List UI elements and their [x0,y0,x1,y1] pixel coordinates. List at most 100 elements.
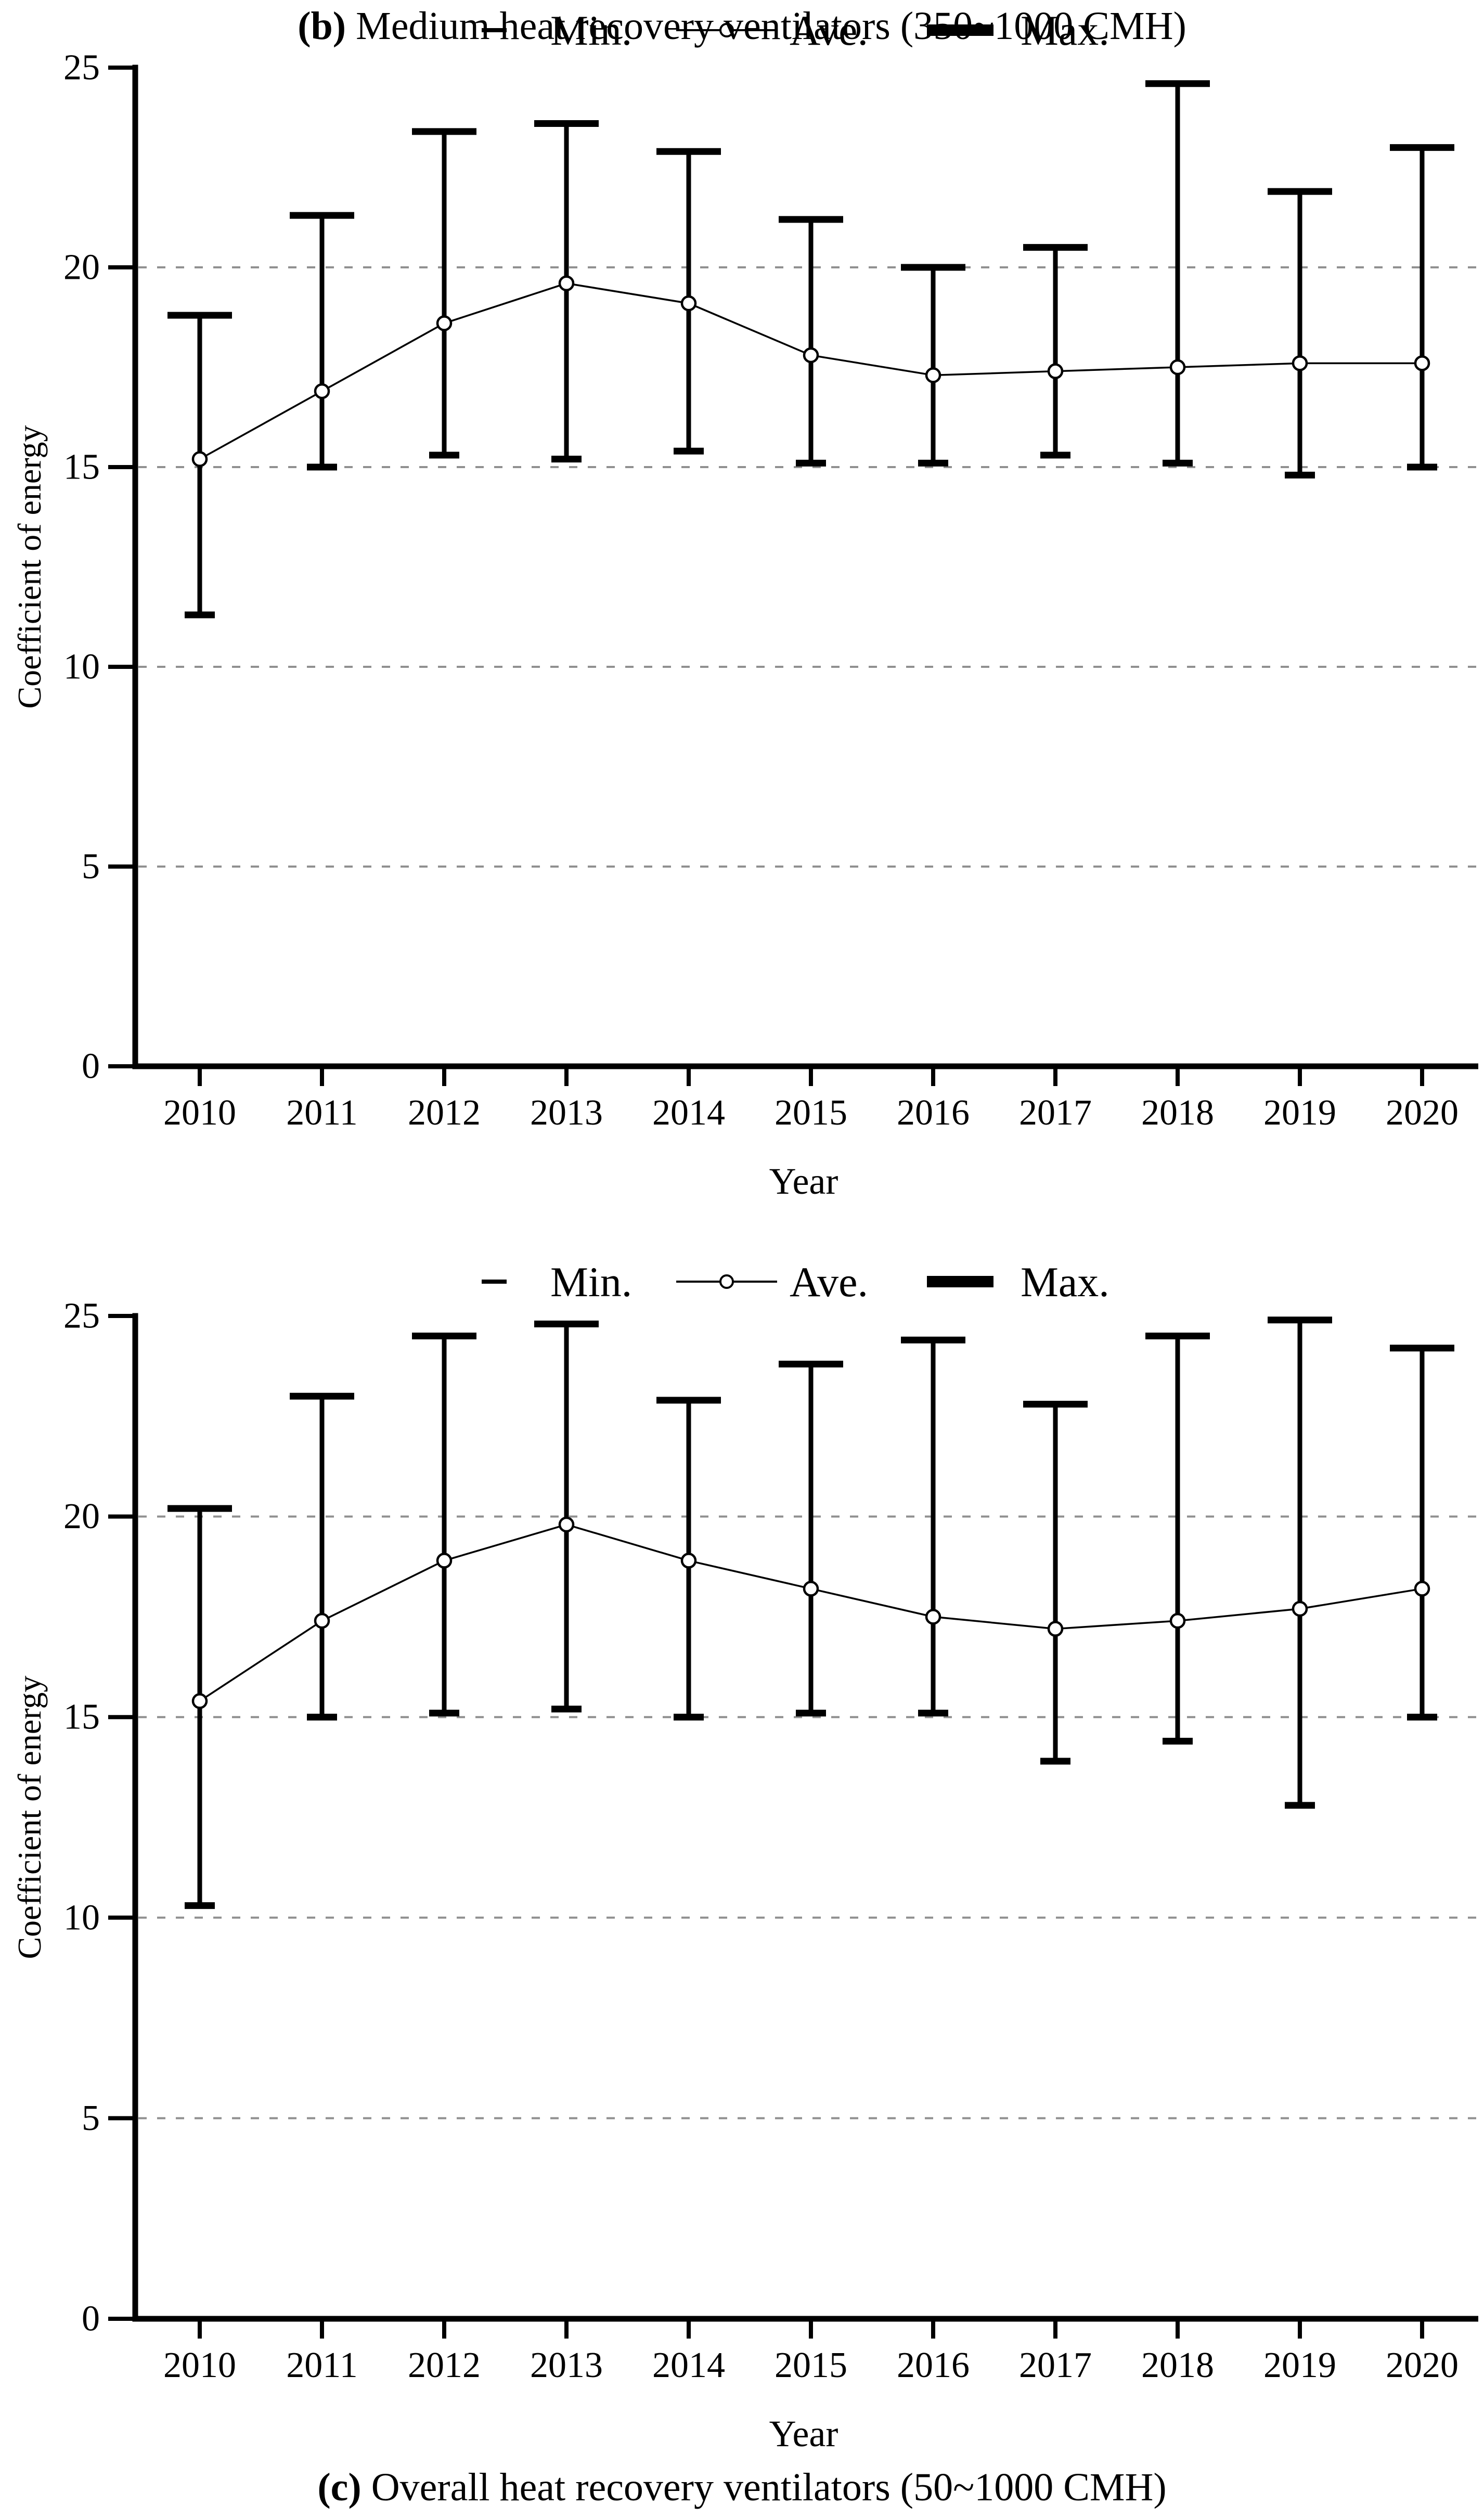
legend-max-label: Max. [1021,1258,1109,1306]
error-bar-2018 [1145,1333,1210,1745]
x-tick-label-2011: 2011 [286,1093,357,1133]
x-tick-label-2014: 2014 [652,1093,725,1133]
error-bar-2017 [1023,244,1088,459]
x-tick-label-2017: 2017 [1019,2345,1092,2385]
y-tick-label-5: 5 [82,2098,100,2138]
average-marker-2016 [925,367,941,383]
y-tick-label-20: 20 [63,1496,100,1536]
x-tick-label-2013: 2013 [530,2345,603,2385]
error-bar-2016 [901,1336,965,1716]
x-tick-label-2011: 2011 [286,2345,357,2385]
error-bar-2011 [290,212,354,471]
error-bar-2019 [1268,188,1332,479]
x-tick-label-2010: 2010 [163,1093,236,1133]
legend-min-dash-icon [482,1280,507,1284]
y-axis-title: Coefficient of energy [11,425,48,709]
legend-ave-label: Ave. [790,1258,868,1306]
y-tick-label-15: 15 [63,1697,100,1737]
y-tick-label-0: 0 [82,1047,100,1087]
legend-max-label: Max. [1021,7,1109,54]
x-tick-label-2013: 2013 [530,1093,603,1133]
caption-b: (b) Medium heat recovery ventilators (35… [0,0,1484,52]
error-bar-2020 [1390,1345,1454,1721]
caption-c-index: (c) [317,2465,362,2509]
average-marker-2018 [1169,359,1186,376]
average-marker-2011 [314,1612,330,1629]
average-marker-2018 [1169,1612,1186,1629]
x-tick-label-2017: 2017 [1019,1093,1092,1133]
error-bar-2012 [412,1333,476,1716]
caption-c-text: Overall heat recovery ventilators (50~10… [361,2465,1167,2509]
x-tick-label-2010: 2010 [163,2345,236,2385]
legend-max-bar-icon [927,24,993,36]
average-marker-2016 [925,1609,941,1625]
error-bar-2017 [1023,1401,1088,1765]
y-tick-label-0: 0 [82,2299,100,2339]
x-tick-label-2016: 2016 [897,2345,970,2385]
average-marker-2015 [803,347,819,364]
average-marker-2014 [680,1553,697,1569]
chart-section-overall-hrv: 0 5 10 15 20 25 2010 2011 2012 2013 2014 2015 2016 20… [0,1248,1484,2463]
x-tick-label-2014: 2014 [652,2345,725,2385]
average-marker-2017 [1047,1621,1064,1637]
error-bar-2018 [1145,80,1210,467]
y-tick-label-5: 5 [82,847,100,887]
caption-c: (c) Overall heat recovery ventilators (5… [0,2461,1484,2513]
y-tick-label-25: 25 [63,1296,100,1336]
legend-min-label: Min. [550,1258,632,1306]
legend-max-bar-icon [927,1276,993,1287]
average-marker-2017 [1047,363,1064,379]
y-tick-label-25: 25 [63,48,100,88]
error-bar-2016 [901,264,965,467]
y-tick-label-15: 15 [63,447,100,487]
x-tick-label-2020: 2020 [1386,1093,1459,1133]
average-marker-2013 [558,275,575,291]
x-tick-label-2012: 2012 [408,2345,481,2385]
legend-min-dash-icon [482,28,507,32]
x-tick-label-2020: 2020 [1386,2345,1459,2385]
error-bar-2019 [1268,1316,1332,1809]
chart-medium-hrv-plot: 0 5 10 15 20 25 2010 2011 2012 2013 2014 2015 2016 20… [11,7,1478,1202]
legend-min-label: Min. [550,7,632,54]
legend-ave-circle-icon [719,23,734,37]
average-marker-2020 [1414,355,1430,371]
x-axis-title: Year [769,1160,838,1202]
y-axis-title: Coefficient of energy [11,1676,48,1959]
average-marker-2014 [680,295,697,312]
x-tick-label-2018: 2018 [1141,2345,1214,2385]
error-bar-2011 [290,1392,354,1721]
y-tick-label-10: 10 [63,1897,100,1938]
average-marker-2012 [436,1553,453,1569]
x-tick-label-2018: 2018 [1141,1093,1214,1133]
x-tick-label-2019: 2019 [1263,2345,1336,2385]
average-marker-2015 [803,1581,819,1597]
chart-overall-hrv-plot: 0 5 10 15 20 25 2010 2011 2012 2013 2014 2015 2016 20… [11,1258,1478,2455]
error-bar-2020 [1390,144,1454,471]
y-tick-label-20: 20 [63,248,100,288]
average-marker-2012 [436,315,453,331]
caption-b-index: (b) [298,4,346,48]
legend: Min. Ave. Max. [482,7,1109,54]
legend: Min. Ave. Max. [482,1258,1109,1306]
chart-section-medium-hrv: 0 5 10 15 20 25 2010 2011 2012 2013 2014 2015 2016 20… [0,0,1484,1212]
caption-b-text: Medium heat recovery ventilators (350~10… [346,4,1186,48]
x-axis-title: Year [769,2413,838,2455]
x-tick-label-2015: 2015 [775,2345,847,2385]
average-marker-2019 [1292,355,1308,371]
average-marker-2010 [191,1693,208,1709]
error-bar-2013 [534,120,599,463]
x-tick-label-2019: 2019 [1263,1093,1336,1133]
error-bar-2013 [534,1320,599,1713]
x-tick-label-2015: 2015 [775,1093,847,1133]
x-tick-label-2016: 2016 [897,1093,970,1133]
x-tick-label-2012: 2012 [408,1093,481,1133]
average-marker-2013 [558,1516,575,1533]
y-tick-label-10: 10 [63,647,100,687]
average-marker-2010 [191,451,208,467]
error-bar-2015 [779,216,843,467]
legend-ave-circle-icon [719,1274,734,1289]
average-marker-2020 [1414,1581,1430,1597]
average-marker-2011 [314,383,330,399]
legend-ave-label: Ave. [790,7,868,54]
average-marker-2019 [1292,1600,1308,1617]
